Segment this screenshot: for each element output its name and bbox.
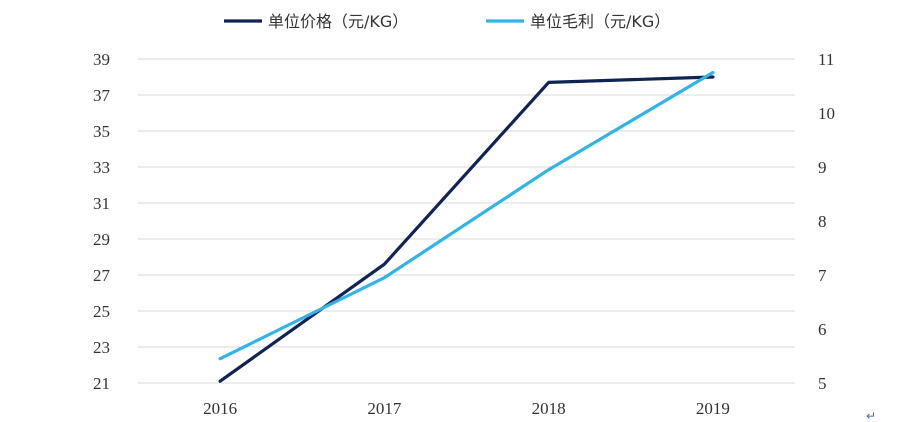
y-right-tick-label: 8 [818, 212, 827, 231]
x-axis: 2016 2017 2018 2019 [203, 399, 730, 418]
y-left-tick-label: 33 [93, 158, 110, 177]
legend-label-2: 单位毛利（元/KG） [530, 12, 670, 31]
y-right-tick-label: 11 [818, 50, 834, 69]
gridlines [138, 58, 795, 384]
x-tick-label: 2019 [696, 399, 730, 418]
left-axis: 21 23 25 27 29 31 33 35 37 39 [93, 50, 111, 393]
y-left-tick-label: 23 [93, 338, 110, 357]
y-right-tick-label: 5 [818, 374, 827, 393]
y-right-tick-label: 7 [818, 266, 827, 285]
y-left-tick-label: 25 [93, 302, 110, 321]
x-tick-label: 2016 [203, 399, 237, 418]
y-left-tick-label: 21 [93, 374, 110, 393]
y-left-tick-label: 35 [93, 122, 110, 141]
y-left-tick-label: 31 [93, 194, 110, 213]
y-left-tick-label: 27 [93, 266, 111, 285]
legend: 单位价格（元/KG） 单位毛利（元/KG） [224, 12, 670, 31]
series-line-1 [218, 75, 715, 383]
y-right-tick-label: 10 [818, 104, 835, 123]
y-left-tick-label: 39 [93, 50, 110, 69]
y-right-tick-label: 9 [818, 158, 827, 177]
y-left-tick-label: 29 [93, 230, 110, 249]
y-right-tick-label: 6 [818, 320, 827, 339]
legend-label-1: 单位价格（元/KG） [268, 12, 408, 31]
series-line-2 [218, 70, 715, 361]
x-tick-label: 2017 [367, 399, 402, 418]
x-tick-label: 2018 [532, 399, 566, 418]
right-axis: 5 6 7 8 9 10 11 [818, 50, 835, 393]
paragraph-mark: ↵ [866, 409, 876, 422]
y-left-tick-label: 37 [93, 86, 111, 105]
series-lines [218, 70, 715, 383]
